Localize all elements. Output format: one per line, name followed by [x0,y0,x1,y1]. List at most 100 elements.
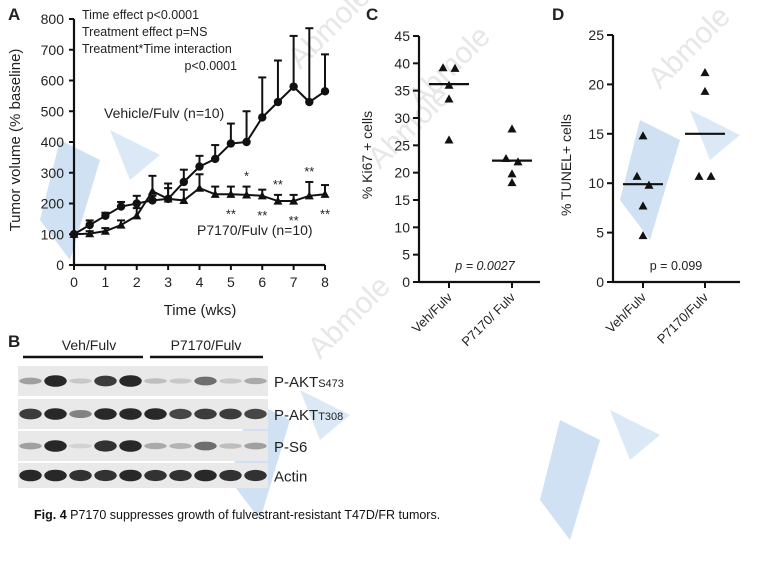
blot-band [19,442,42,450]
caption-text: P7170 suppresses growth of fulvestrant-r… [66,508,441,522]
significance-marker: ** [273,177,283,192]
y-tick-label: 15 [588,126,604,142]
significance-marker: ** [226,206,236,221]
panel-a-xlabel: Time (wks) [164,302,237,319]
x-tick-label: 0 [70,274,78,290]
blot-band [219,469,242,482]
data-point-vehicle [210,154,220,164]
data-point-p7170 [226,189,236,198]
data-point-p7170 [116,220,126,229]
data-point-vehicle [132,199,141,208]
blot-band [69,443,92,449]
data-point-p7170 [195,183,204,192]
annotation-interaction: Treatment*Time interaction [82,42,232,56]
blot-band [244,408,267,420]
panel-a-letter: A [8,5,20,24]
data-point-p7170 [100,226,110,235]
x-tick-label: 1 [101,274,109,290]
caption-label: Fig. 4 [34,508,67,522]
blot-band [119,408,142,420]
data-point-p7170 [273,196,283,205]
data-point-vehicle [116,202,126,211]
y-tick-label: 400 [41,134,65,150]
blot-label: P-AKTS473 [274,374,344,391]
x-tick-label: 5 [227,274,235,290]
watermark-text: Abmole [282,0,377,75]
data-point-vehicle [148,196,157,205]
x-tick-label: Veh/Fulv [409,289,456,336]
data-point-p7170 [242,190,252,199]
x-tick-label: P7170/Fulv [654,289,711,346]
blot-band [69,410,92,418]
blot-band [219,378,242,384]
data-point-p7170 [163,194,173,203]
data-point [638,201,648,210]
y-tick-label: 600 [41,73,65,89]
data-point-p7170 [257,191,267,200]
y-tick-label: 20 [588,76,604,92]
blot-band [244,469,267,482]
blot-band [94,469,117,482]
blot-band [244,377,267,385]
blot-band [144,442,167,450]
data-point [638,131,648,140]
data-point-vehicle [226,139,236,148]
y-tick-label: 25 [588,27,604,43]
blot-band [169,408,192,420]
blot-band [19,469,42,482]
y-tick-label: 700 [41,42,65,58]
y-tick-label: 35 [394,83,410,99]
data-point [706,171,716,180]
x-tick-label: 2 [133,274,141,290]
blot-band [44,469,67,482]
y-tick-label: 40 [394,55,410,71]
blot-band [94,375,117,387]
data-point [444,135,454,144]
blot-band [244,442,267,450]
blot-label: P-AKTT308 [274,407,343,424]
y-tick-label: 200 [41,196,65,212]
legend-p7170: P7170/Fulv (n=10) [197,222,313,238]
panel-b-western-blot: B Veh/Fulv P7170/Fulv P-AKTS473 P-AKTT308… [8,332,344,488]
blot-band [19,377,42,385]
y-tick-label: 10 [588,175,604,191]
y-tick-label: 45 [394,28,410,44]
data-point-p7170 [210,189,220,198]
annotation-interaction-p: p<0.0001 [185,59,238,73]
watermark-shape [40,140,100,260]
y-tick-label: 10 [394,219,410,235]
annotation-treatment-effect: Treatment effect p=NS [82,25,207,39]
y-tick-label: 25 [394,137,410,153]
y-tick-label: 20 [394,165,410,181]
panel-d-ylabel: % TUNEL+ cells [558,114,574,216]
blot-band [169,469,192,482]
watermark-shape [540,420,600,540]
data-point [632,171,642,180]
panel-a-ylabel: Tumor volume (% baseline) [7,49,24,232]
blot-band [19,408,42,420]
y-tick-label: 100 [41,226,65,242]
panel-d-pvalue: p = 0.099 [650,259,703,273]
panel-b-letter: B [8,332,20,351]
data-point-p7170 [304,191,314,200]
blot-band [44,440,67,452]
y-tick-label: 0 [56,257,64,273]
watermark-text: Abmole [642,0,737,95]
data-point-p7170 [132,211,142,220]
x-tick-label: Veh/Fulv [603,289,650,336]
data-point-vehicle [305,97,314,107]
blot-band [119,469,142,482]
legend-vehicle: Vehicle/Fulv (n=10) [104,105,224,121]
data-point-vehicle [101,211,110,220]
blot-band [219,443,242,449]
x-tick-label: 3 [164,274,172,290]
panel-c-pvalue: p = 0.0027 [454,259,515,273]
blot-band [219,408,242,420]
blot-band [119,440,142,452]
blot-label: P-S6 [274,439,307,456]
blot-band [44,375,67,387]
watermark-shape [610,410,660,460]
data-point [694,171,704,180]
data-point [638,231,648,240]
blot-band [194,408,217,420]
